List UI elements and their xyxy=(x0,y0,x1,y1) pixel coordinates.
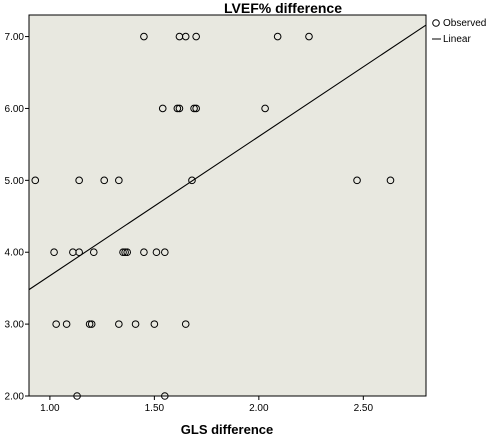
legend-linear-label: Linear xyxy=(443,34,471,45)
data-point xyxy=(123,248,132,257)
data-point xyxy=(62,320,71,328)
data-point xyxy=(75,176,83,185)
data-point xyxy=(73,392,81,400)
data-point xyxy=(192,104,200,113)
data-point xyxy=(131,320,140,328)
observed-points xyxy=(31,32,395,400)
y-tick-label: 7.00 xyxy=(5,32,25,43)
data-point xyxy=(121,248,129,257)
data-point xyxy=(353,176,361,185)
y-tick-label: 3.00 xyxy=(5,320,25,331)
legend: Observed Linear xyxy=(432,18,486,45)
data-point xyxy=(305,32,313,41)
data-point xyxy=(31,176,40,185)
data-point xyxy=(152,248,161,257)
linear-fit-line xyxy=(28,24,427,291)
data-point xyxy=(100,176,109,185)
data-point xyxy=(175,104,184,113)
legend-observed-label: Observed xyxy=(443,18,486,29)
y-tick-label: 4.00 xyxy=(5,248,25,259)
data-point xyxy=(75,248,83,257)
data-point xyxy=(173,104,182,113)
data-point xyxy=(115,176,123,185)
data-point xyxy=(192,32,200,41)
x-tick-label: 1.50 xyxy=(145,403,165,414)
data-point xyxy=(87,320,96,328)
data-point xyxy=(158,104,167,113)
data-point xyxy=(261,104,269,113)
plot-area xyxy=(28,14,427,397)
data-point xyxy=(140,248,148,257)
x-tick-label: 2.50 xyxy=(354,403,374,414)
data-point xyxy=(50,248,58,257)
data-point xyxy=(161,248,169,257)
data-point xyxy=(115,320,123,328)
data-point xyxy=(386,176,395,185)
x-tick-label: 2.00 xyxy=(249,403,269,414)
y-axis: 2.00 3.00 4.00 5.00 6.00 7.00 xyxy=(5,32,29,403)
legend-observed-marker xyxy=(432,19,440,27)
data-point xyxy=(85,320,94,328)
data-point xyxy=(52,320,60,328)
data-point xyxy=(119,248,127,257)
y-tick-label: 6.00 xyxy=(5,104,25,115)
y-tick-label: 5.00 xyxy=(5,176,25,187)
data-point xyxy=(181,320,190,328)
data-point xyxy=(89,248,98,257)
data-point xyxy=(181,32,190,41)
y-tick-label: 2.00 xyxy=(5,392,25,403)
data-point xyxy=(273,32,282,41)
chart-title: LVEF% difference xyxy=(224,0,342,16)
data-point xyxy=(150,320,159,328)
x-axis-label: GLS difference xyxy=(181,422,273,437)
x-axis: 1.00 1.50 2.00 2.50 xyxy=(40,396,373,414)
x-tick-label: 1.00 xyxy=(40,403,60,414)
data-point xyxy=(190,104,198,113)
data-point xyxy=(161,392,169,400)
data-point xyxy=(140,32,148,41)
data-point xyxy=(188,176,196,185)
